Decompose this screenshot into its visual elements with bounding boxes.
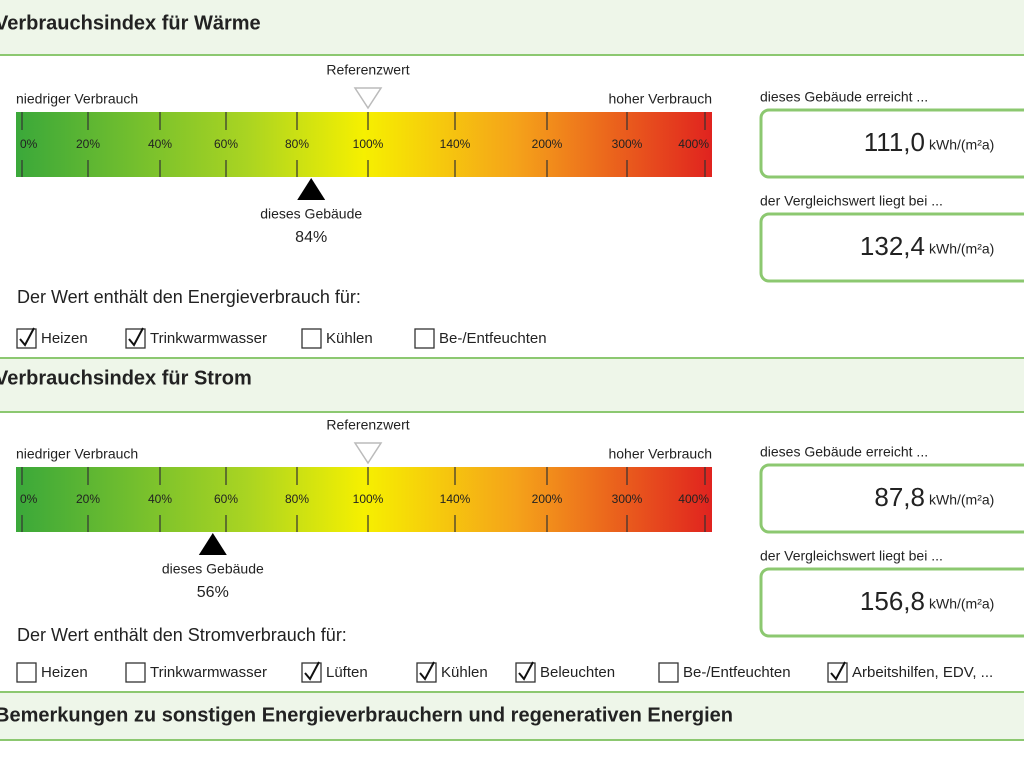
checkbox [301,662,322,683]
tick-label: 400% [678,492,709,506]
marker-label: dieses Gebäude [260,206,362,222]
low-label: niedriger Verbrauch [16,91,138,107]
option-label: Arbeitshilfen, EDV, ... [852,664,993,681]
includes-title: Der Wert enthält den Stromverbrauch für: [17,625,347,645]
tick-label: 0% [20,492,38,506]
tick-label: 20% [76,492,100,506]
option-label: Be-/Entfeuchten [439,330,547,347]
checkbox [414,328,435,349]
result-label: dieses Gebäude erreicht ... [760,444,928,460]
result-value: 132,4 [860,231,925,261]
marker-label: dieses Gebäude [162,561,264,577]
building-marker [198,533,227,555]
scale-bar [16,112,712,177]
high-label: hoher Verbrauch [608,91,712,107]
tick-label: 60% [214,137,238,151]
section-title: Verbrauchsindex für Wärme [0,12,261,34]
checkbox [827,662,848,683]
section-title: Verbrauchsindex für Strom [0,367,252,389]
result-box [759,108,1024,179]
option-label: Trinkwarmwasser [150,664,267,681]
tick-label: 0% [20,137,38,151]
tick-label: 40% [148,137,172,151]
result-label: der Vergleichswert liegt bei ... [760,193,943,209]
result-unit: kWh/(m²a) [929,492,994,508]
result-unit: kWh/(m²a) [929,137,994,153]
result-value: 111,0 [864,127,925,157]
tick-label: 20% [76,137,100,151]
tick-label: 200% [532,492,563,506]
header-band [0,0,1024,56]
option-label: Beleuchten [540,664,615,681]
tick-label: 400% [678,137,709,151]
option-label: Heizen [41,664,88,681]
checkbox [16,328,37,349]
high-label: hoher Verbrauch [608,446,712,462]
option-label: Trinkwarmwasser [150,330,267,347]
result-box [759,463,1024,534]
option-label: Be-/Entfeuchten [683,664,791,681]
tick-label: 300% [612,492,643,506]
result-value: 156,8 [860,586,925,616]
checkbox [125,328,146,349]
checkmark [19,327,35,347]
result-unit: kWh/(m²a) [929,596,994,612]
checkbox [125,662,146,683]
result-box [759,212,1024,283]
reference-label: Referenzwert [326,417,409,433]
tick-label: 60% [214,492,238,506]
checkmark [830,661,846,681]
option-label: Kühlen [441,664,488,681]
result-value: 87,8 [874,482,925,512]
marker-value: 84% [295,229,327,246]
tick-label: 100% [353,492,384,506]
result-label: dieses Gebäude erreicht ... [760,89,928,105]
checkmark [518,661,534,681]
result-label: der Vergleichswert liegt bei ... [760,548,943,564]
scale-bar [16,467,712,532]
tick-label: 100% [353,137,384,151]
result-unit: kWh/(m²a) [929,241,994,257]
tick-label: 200% [532,137,563,151]
option-label: Lüften [326,664,368,681]
header-band [0,357,1024,413]
tick-label: 140% [440,492,471,506]
tick-label: 140% [440,137,471,151]
checkmark [128,327,144,347]
section-title: Bemerkungen zu sonstigen Energieverbrauc… [0,704,733,726]
marker-value: 56% [197,584,229,601]
reference-marker [353,442,383,465]
building-marker [297,178,326,200]
header-band [0,691,1024,741]
tick-label: 80% [285,492,309,506]
result-box [759,567,1024,638]
includes-title: Der Wert enthält den Energieverbrauch fü… [17,287,361,307]
option-label: Kühlen [326,330,373,347]
tick-label: 300% [612,137,643,151]
reference-marker [353,87,383,110]
reference-label: Referenzwert [326,62,409,78]
option-label: Heizen [41,330,88,347]
checkbox [16,662,37,683]
checkbox [301,328,322,349]
tick-label: 40% [148,492,172,506]
checkbox [416,662,437,683]
checkbox [658,662,679,683]
checkbox [515,662,536,683]
tick-label: 80% [285,137,309,151]
checkmark [304,661,320,681]
checkmark [419,661,435,681]
low-label: niedriger Verbrauch [16,446,138,462]
